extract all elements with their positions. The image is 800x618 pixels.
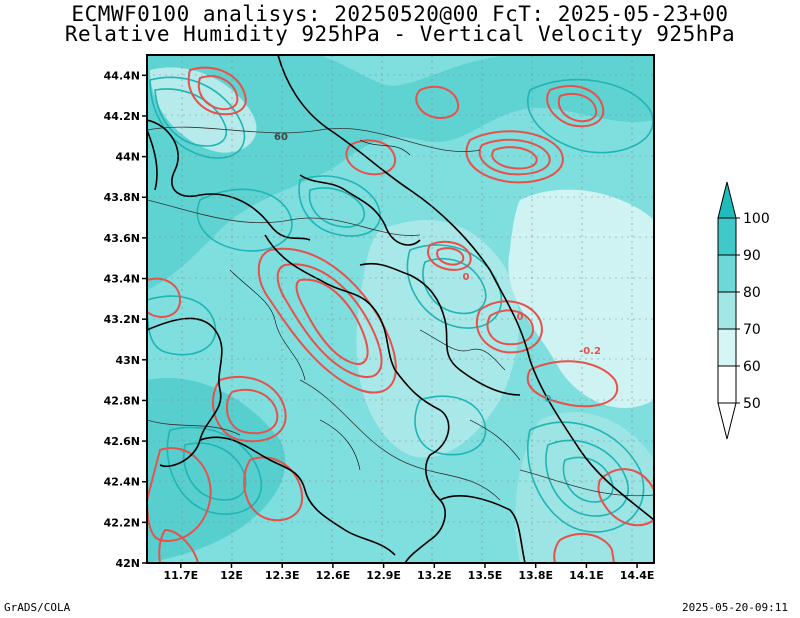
lon-tick-label: 11.7E xyxy=(163,569,198,582)
colorbar: 100 90 80 70 60 50 xyxy=(717,181,770,440)
colorbar-top-arrow xyxy=(717,181,737,219)
lat-tick-label: 42.8N xyxy=(104,394,140,407)
humidity-fill-southeast xyxy=(515,412,654,563)
lon-tick-label: 14.1E xyxy=(569,569,604,582)
lat-tick-label: 43.8N xyxy=(104,191,140,204)
lon-tick-label: 14.4E xyxy=(620,569,655,582)
lon-tick-label: 12.3E xyxy=(265,569,300,582)
colorbar-segment xyxy=(717,365,737,404)
lon-tick-label: 13.2E xyxy=(417,569,452,582)
footer-software: GrADS/COLA xyxy=(4,601,71,614)
lon-tick-label: 12.6E xyxy=(316,569,351,582)
colorbar-label: 90 xyxy=(743,248,761,264)
contour-labels: 60 0 0 -0.2 0 xyxy=(274,132,601,405)
grid-lines xyxy=(147,55,654,563)
lon-tick-label: 12E xyxy=(220,569,243,582)
lat-tick-label: 42.6N xyxy=(104,435,140,448)
humidity-fill-north xyxy=(147,55,654,290)
region-borders xyxy=(147,55,654,563)
colorbar-bottom-arrow xyxy=(717,402,737,440)
lat-tick-label: 43.6N xyxy=(104,232,140,245)
lat-axis: 44.4N 44.2N 44N 43.8N 43.6N 43.4N 43.2N 43N 42.8… xyxy=(104,69,147,570)
lat-tick-label: 42.4N xyxy=(104,476,140,489)
colorbar-label: 60 xyxy=(743,359,761,375)
plot-frame xyxy=(146,54,655,564)
lon-tick-label: 12.9E xyxy=(366,569,401,582)
map-title-line1: ECMWF0100 analisys: 20250520@00 FcT: 202… xyxy=(71,2,729,26)
colorbar-label: 50 xyxy=(743,396,761,412)
colorbar-segment xyxy=(717,217,737,256)
contour-label: -0.2 xyxy=(579,346,601,357)
humidity-fill-east xyxy=(508,189,654,409)
humidity-fill-southwest xyxy=(147,378,286,563)
map-title-line2: Relative Humidity 925hPa - Vertical Velo… xyxy=(64,22,736,46)
colorbar-segment xyxy=(717,328,737,367)
contour-label: 60 xyxy=(274,132,288,143)
contour-label: 0 xyxy=(545,394,552,405)
lat-tick-label: 44.2N xyxy=(104,110,140,123)
lon-tick-label: 13.8E xyxy=(518,569,553,582)
lon-axis: 11.7E 12E 12.3E 12.6E 12.9E 13.2E 13.5E 13.8E 14… xyxy=(163,563,654,582)
map-field xyxy=(147,55,654,563)
contour-label: 0 xyxy=(517,312,524,323)
humidity-contours xyxy=(147,76,654,533)
lat-tick-label: 43.2N xyxy=(104,313,140,326)
footer-timestamp: 2025-05-20-09:11 xyxy=(682,601,788,614)
humidity-fill-dry-nw xyxy=(150,67,257,153)
lat-tick-label: 44N xyxy=(115,151,140,164)
lat-tick-label: 44.4N xyxy=(104,69,140,82)
province-borders xyxy=(229,139,521,471)
colorbar-label: 100 xyxy=(743,211,770,227)
lat-tick-label: 43.4N xyxy=(104,273,140,286)
colorbar-segment xyxy=(717,254,737,293)
lat-tick-label: 42.2N xyxy=(104,516,140,529)
thin-contours xyxy=(147,126,654,501)
lat-tick-label: 42N xyxy=(115,557,140,570)
colorbar-label: 80 xyxy=(743,285,761,301)
lat-tick-label: 43N xyxy=(115,354,140,367)
humidity-fill-central xyxy=(356,220,519,458)
colorbar-segment xyxy=(717,291,737,330)
colorbar-label: 70 xyxy=(743,322,761,338)
contour-label: 0 xyxy=(463,272,470,283)
lon-tick-label: 13.5E xyxy=(468,569,503,582)
